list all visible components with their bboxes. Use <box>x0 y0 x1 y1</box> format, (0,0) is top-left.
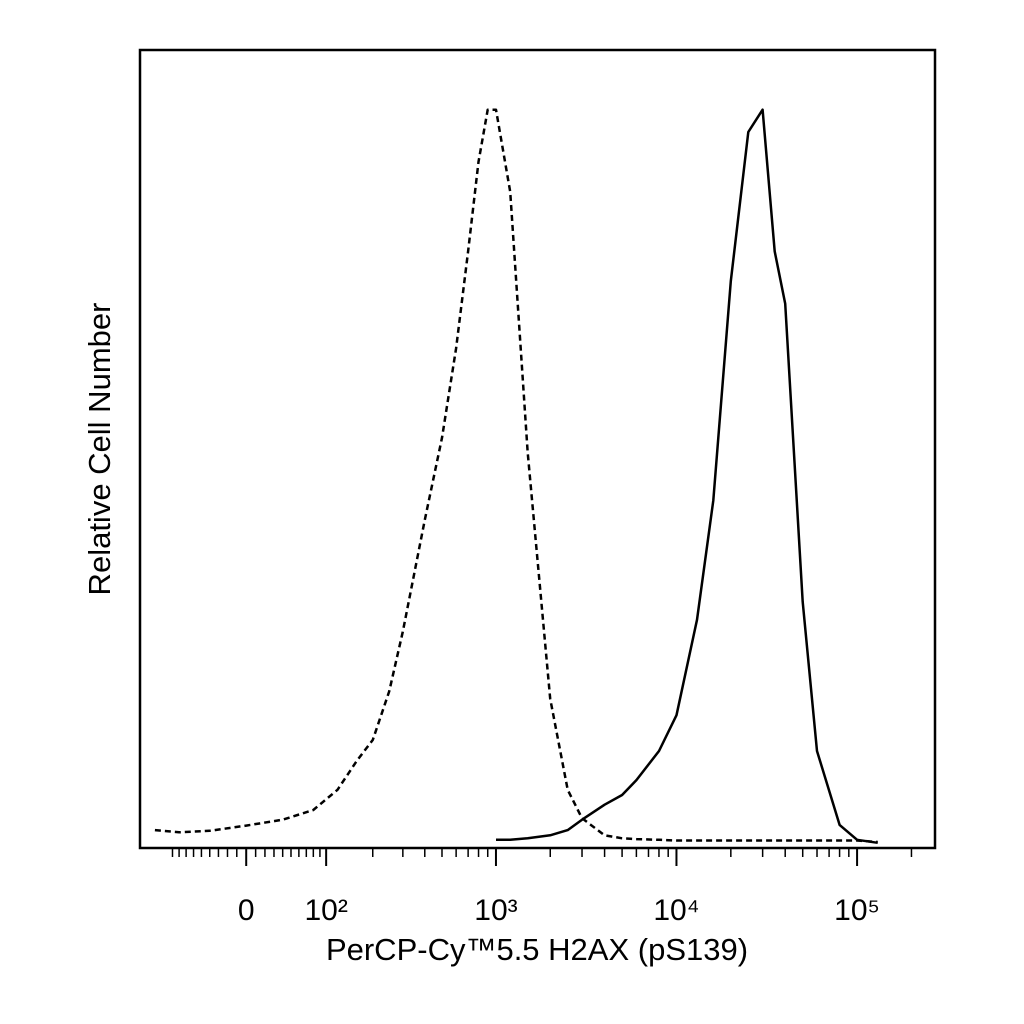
x-axis-title: PerCP-Cy™5.5 H2AX (pS139) <box>326 932 748 967</box>
histogram-line <box>154 108 878 844</box>
plot-frame <box>138 48 937 850</box>
x-tick-label: 10⁴ <box>653 894 699 927</box>
x-tick-label: 0 <box>238 894 255 927</box>
x-tick-label: 10⁵ <box>834 894 880 927</box>
x-tick-label: 10³ <box>474 894 517 927</box>
x-tick-label: 10² <box>304 894 347 927</box>
histogram-line <box>496 108 878 845</box>
y-axis-title: Relative Cell Number <box>82 303 117 596</box>
